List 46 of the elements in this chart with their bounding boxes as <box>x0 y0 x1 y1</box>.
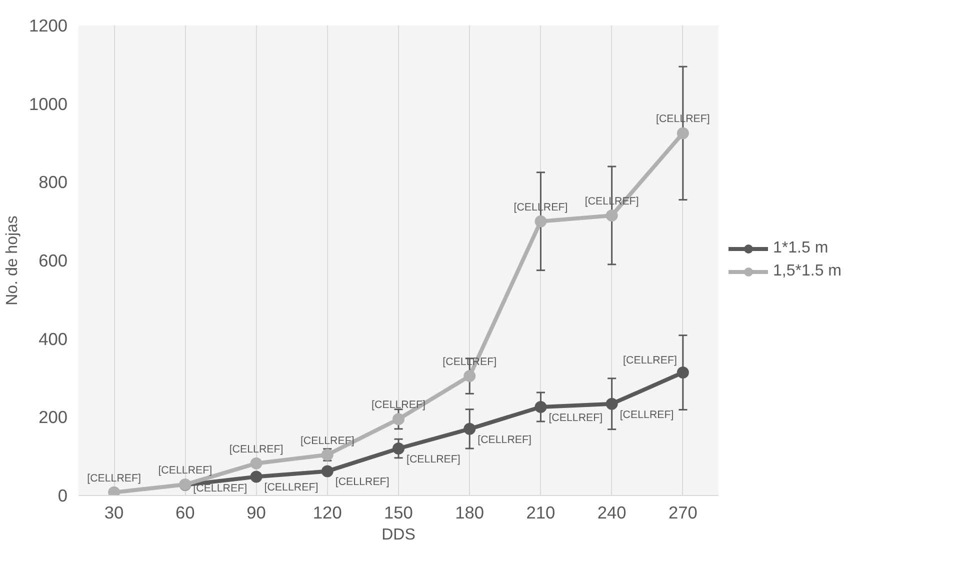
y-tick-label: 1000 <box>28 94 68 114</box>
y-tick-label: 600 <box>38 250 68 270</box>
y-tick-label: 800 <box>38 172 68 192</box>
x-tick-label: 270 <box>668 502 698 522</box>
point <box>464 370 476 382</box>
data-label: [CELLREF] <box>620 408 674 421</box>
legend-label: 1,5*1.5 m <box>773 262 842 280</box>
data-label: [CELLREF] <box>193 482 248 494</box>
y-tick-label: 200 <box>38 407 68 428</box>
point <box>534 400 547 413</box>
data-label: [CELLREF] <box>335 476 390 488</box>
y-tick-label: 0 <box>58 486 68 506</box>
point <box>676 366 689 379</box>
point <box>321 465 334 478</box>
point <box>676 127 689 140</box>
x-tick-label: 210 <box>526 502 556 522</box>
x-tick-label: 60 <box>176 502 195 522</box>
point <box>250 457 262 470</box>
point <box>606 398 618 410</box>
data-label: [CELLREF] <box>229 443 284 456</box>
data-label: [CELLREF] <box>372 399 426 412</box>
x-tick-label: 120 <box>312 502 342 522</box>
data-label: [CELLREF] <box>406 454 460 466</box>
point <box>606 209 618 222</box>
x-tick-label: 30 <box>104 502 124 522</box>
x-tick-label: 180 <box>455 502 484 522</box>
data-label: [CELLREF] <box>264 482 318 494</box>
data-label: [CELLREF] <box>478 434 532 446</box>
point <box>250 470 262 483</box>
y-axis-title: No. de hojas <box>4 216 21 306</box>
point <box>392 442 404 454</box>
y-tick-label: 400 <box>38 328 68 349</box>
x-axis-title: DDS <box>382 526 416 544</box>
x-tick-label: 90 <box>246 502 266 522</box>
point <box>392 413 404 426</box>
data-label: [CELLREF] <box>300 434 354 447</box>
y-tick-label: 1200 <box>28 16 68 36</box>
data-label: [CELLREF] <box>158 464 212 477</box>
x-tick-label: 240 <box>597 502 626 522</box>
point <box>534 215 547 228</box>
x-tick-label: 150 <box>384 502 413 522</box>
data-label: [CELLREF] <box>548 412 603 424</box>
legend-label: 1*1.5 m <box>773 240 828 258</box>
data-label: [CELLREF] <box>87 472 142 484</box>
data-label: [CELLREF] <box>623 354 677 367</box>
point <box>464 422 476 435</box>
